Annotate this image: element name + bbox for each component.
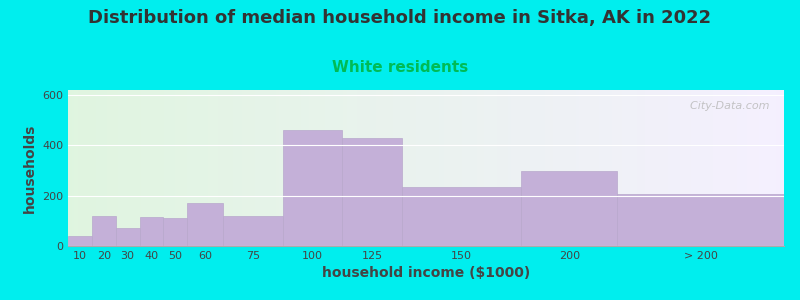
Bar xyxy=(522,170,617,246)
Bar xyxy=(223,216,283,246)
Text: City-Data.com: City-Data.com xyxy=(683,101,770,111)
Bar xyxy=(283,130,342,246)
Bar xyxy=(68,236,92,246)
Y-axis label: households: households xyxy=(22,123,37,213)
Bar xyxy=(342,138,402,246)
Bar xyxy=(116,228,139,246)
Text: White residents: White residents xyxy=(332,60,468,75)
Bar xyxy=(402,187,522,246)
Bar xyxy=(139,217,163,246)
Bar xyxy=(617,194,784,246)
Bar xyxy=(163,218,187,246)
X-axis label: household income ($1000): household income ($1000) xyxy=(322,266,530,280)
Bar xyxy=(92,216,116,246)
Bar xyxy=(187,203,223,246)
Text: Distribution of median household income in Sitka, AK in 2022: Distribution of median household income … xyxy=(89,9,711,27)
